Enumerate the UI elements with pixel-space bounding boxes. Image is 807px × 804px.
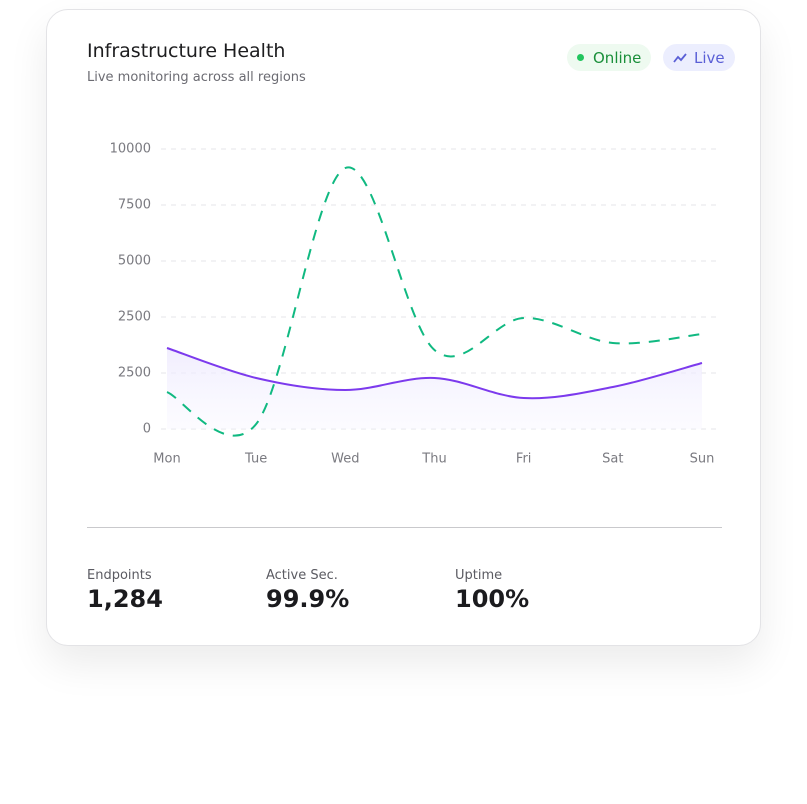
- stat: Active Sec. 99.9%: [266, 568, 349, 613]
- y-tick-label: 7500: [118, 198, 151, 213]
- trend-icon: [673, 52, 687, 63]
- stat-value: 99.9%: [266, 585, 350, 613]
- x-tick-label: Sun: [690, 452, 715, 467]
- divider: [87, 527, 722, 528]
- badge-label: Live: [694, 48, 725, 67]
- stat-value: 1,284: [87, 585, 163, 613]
- x-tick-label: Sat: [602, 452, 623, 467]
- stat: Endpoints 1,284: [87, 568, 163, 613]
- status-dot: [577, 54, 584, 61]
- x-tick-label: Wed: [331, 452, 359, 467]
- y-tick-label: 0: [143, 422, 151, 437]
- badge-label: Online: [593, 48, 642, 67]
- y-tick-label: 2500: [118, 310, 151, 325]
- online-badge: Online: [567, 44, 652, 71]
- line: [166, 166, 703, 437]
- x-tick-label: Fri: [516, 452, 532, 467]
- x-tick-label: Tue: [244, 452, 267, 467]
- chart: 0 2500 2500 5000 7500 10000 Mon Tue Wed Thu Fri Sat…: [110, 142, 716, 467]
- stat-label: Uptime: [455, 568, 503, 583]
- card-subtitle: Live monitoring across all regions: [87, 70, 306, 85]
- x-tick-label: Mon: [153, 452, 180, 467]
- y-tick-label: 10000: [110, 142, 151, 157]
- live-badge[interactable]: Live: [663, 44, 735, 71]
- y-tick-label: 5000: [118, 254, 151, 269]
- area: [167, 347, 702, 429]
- stat-value: 100%: [455, 585, 530, 613]
- stat-label: Endpoints: [87, 568, 152, 583]
- card: Infrastructure Health Live monitoring ac…: [46, 9, 761, 646]
- x-tick-label: Thu: [421, 452, 446, 467]
- card-title: Infrastructure Health: [87, 40, 286, 62]
- stat-label: Active Sec.: [266, 568, 338, 583]
- line: [166, 347, 703, 400]
- stat: Uptime 100%: [455, 568, 529, 613]
- y-tick-label: 2500: [118, 366, 151, 381]
